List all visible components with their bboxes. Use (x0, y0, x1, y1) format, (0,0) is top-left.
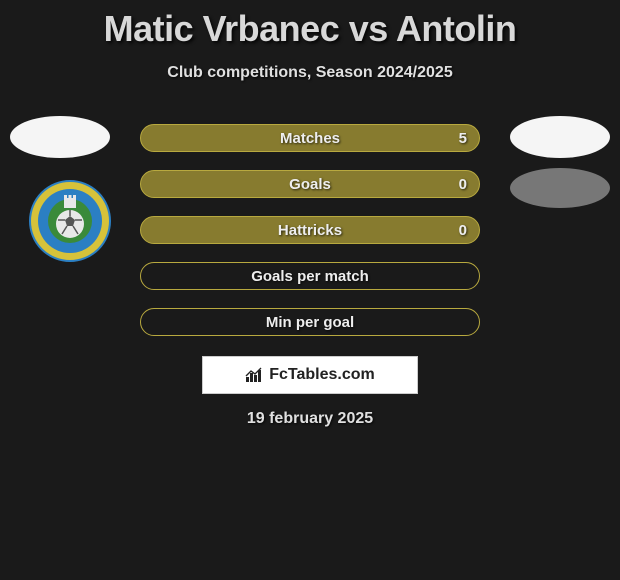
stats-table: Matches 5 Goals 0 Hattricks 0 Goals per match M… (140, 124, 480, 354)
stat-label: Min per goal (266, 314, 354, 331)
stat-label: Matches (280, 130, 340, 147)
club-badge-left (29, 180, 111, 262)
stat-value: 0 (459, 176, 467, 193)
stat-row: Min per goal (140, 308, 480, 336)
snapshot-date: 19 february 2025 (0, 410, 620, 428)
club-badge-right (510, 168, 610, 208)
site-badge[interactable]: FcTables.com (202, 356, 418, 394)
avatar-right (510, 116, 610, 158)
stat-value: 5 (459, 130, 467, 147)
stat-label: Goals per match (251, 268, 369, 285)
site-name: FcTables.com (269, 366, 375, 384)
stat-row: Goals 0 (140, 170, 480, 198)
stat-label: Goals (289, 176, 331, 193)
stat-row: Hattricks 0 (140, 216, 480, 244)
stat-row: Goals per match (140, 262, 480, 290)
comparison-subtitle: Club competitions, Season 2024/2025 (0, 64, 620, 82)
stat-value: 0 (459, 222, 467, 239)
comparison-title: Matic Vrbanec vs Antolin (0, 0, 620, 50)
stat-label: Hattricks (278, 222, 342, 239)
stat-row: Matches 5 (140, 124, 480, 152)
avatar-left (10, 116, 110, 158)
bars-icon (245, 367, 265, 383)
